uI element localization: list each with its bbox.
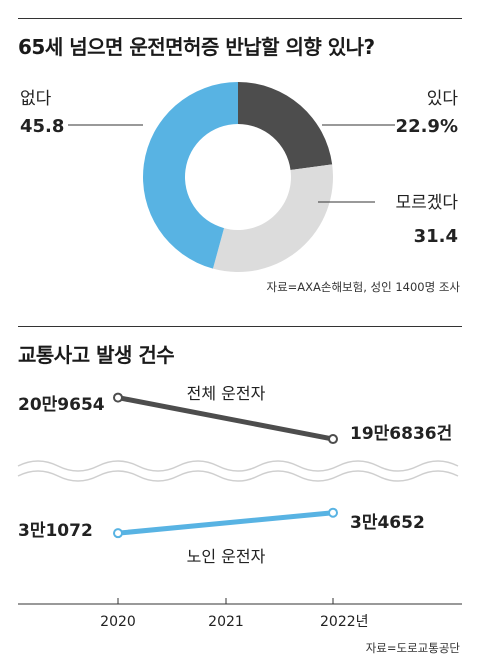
slice-value-unsure: 31.4 [414,226,458,247]
donut-slice-no [143,82,238,269]
donut-source: 자료=AXA손해보험, 성인 1400명 조사 [266,280,460,294]
axis-break-wave-bottom [17,470,459,482]
donut-chart-title: 65세 넘으면 운전면허증 반납할 의향 있나? [18,35,375,59]
top-rule [18,18,462,19]
axis-break-wave-top [17,460,459,472]
line-chart: 2020 2021 2022년 전체 운전자 노인 운전자 20만9654 19만6… [17,384,462,630]
line-chart-title: 교통사고 발생 건수 [18,343,175,367]
data-label-total-2020: 20만9654 [18,395,105,415]
slice-label-unsure: 모르겠다 [395,193,458,213]
x-tick-label-2: 2022년 [320,614,369,630]
x-tick-label-1: 2021 [208,614,244,630]
data-label-elderly-2022: 3만4652 [350,513,425,533]
mid-rule [18,326,462,327]
slice-label-no: 없다 [20,89,52,109]
point-elderly-2020 [113,528,123,539]
slice-label-yes: 있다 [427,89,459,109]
series-line-total [115,395,336,442]
point-elderly-2022 [328,507,338,518]
line-source: 자료=도로교통공단 [365,641,460,655]
x-tick-label-0: 2020 [100,614,136,630]
point-total-2022 [328,434,338,445]
donut-slice-unsure [212,164,333,272]
series-name-total: 전체 운전자 [187,384,266,403]
series-name-elderly: 노인 운전자 [187,547,266,566]
donut-chart: 없다 45.8 있다 22.9% 모르겠다 31.4 [20,82,459,272]
series-line-elderly [115,510,336,536]
slice-value-no: 45.8 [20,116,64,137]
data-label-elderly-2020: 3만1072 [18,521,93,541]
data-label-total-2022: 19만6836건 [350,424,452,444]
donut-slice-yes [238,82,333,170]
point-total-2020 [113,392,123,403]
slice-value-yes: 22.9% [396,116,458,137]
